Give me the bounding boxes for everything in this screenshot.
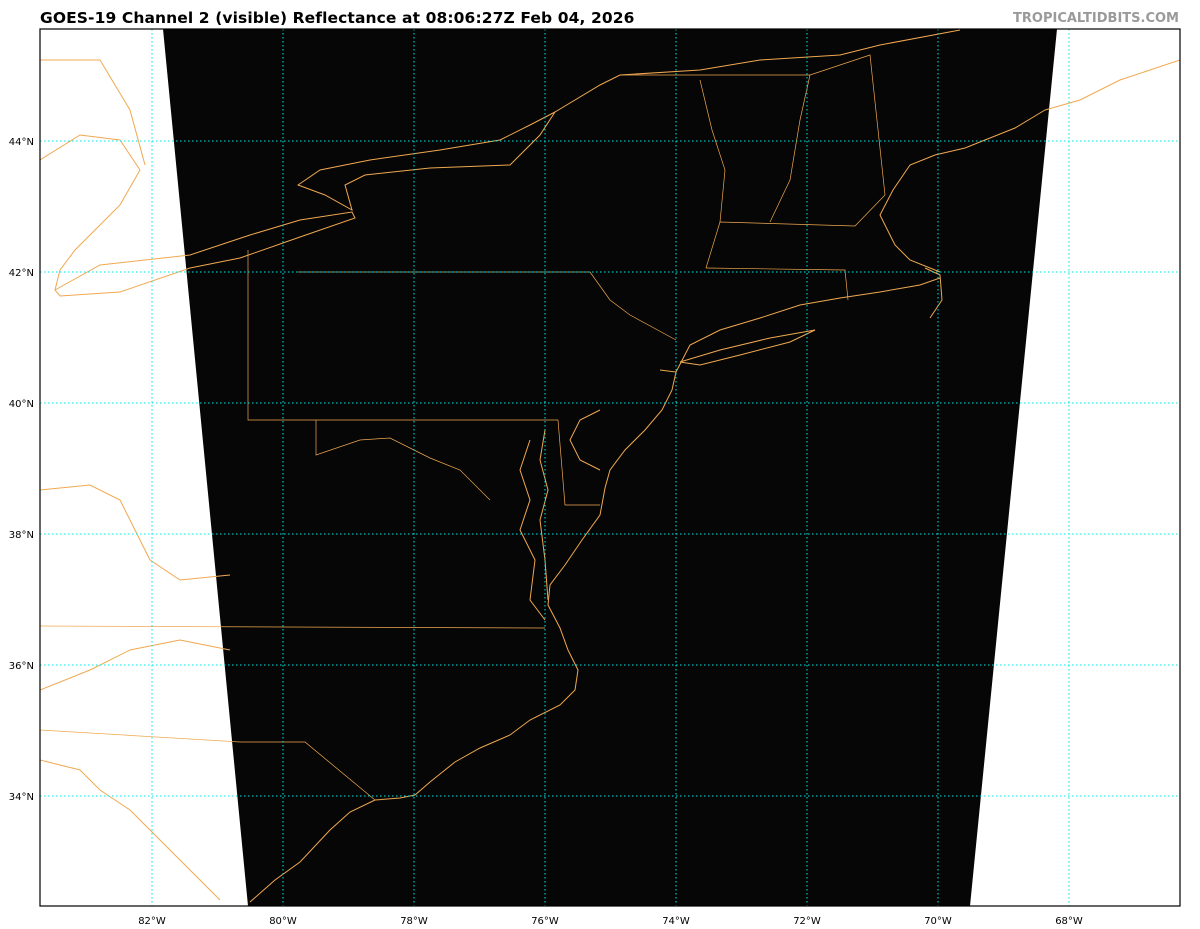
map-frame bbox=[39, 28, 1181, 907]
lon-label: 70°W bbox=[924, 916, 952, 927]
coastlines bbox=[40, 29, 1180, 903]
lon-label: 76°W bbox=[531, 916, 559, 927]
lat-label: 42°N bbox=[9, 268, 34, 279]
lat-label: 34°N bbox=[9, 792, 34, 803]
lat-label: 40°N bbox=[9, 399, 34, 410]
lon-label: 68°W bbox=[1055, 916, 1083, 927]
lon-label: 82°W bbox=[138, 916, 166, 927]
lon-label: 80°W bbox=[269, 916, 297, 927]
lat-label: 38°N bbox=[9, 530, 34, 541]
brand-watermark: TROPICALTIDBITS.COM bbox=[1013, 11, 1179, 26]
lon-label: 72°W bbox=[793, 916, 821, 927]
map-title: GOES-19 Channel 2 (visible) Reflectance … bbox=[40, 9, 635, 27]
lat-label: 36°N bbox=[9, 661, 34, 672]
state-borders bbox=[40, 54, 886, 801]
lon-label: 74°W bbox=[662, 916, 690, 927]
lat-label: 44°N bbox=[9, 137, 34, 148]
lon-label: 78°W bbox=[400, 916, 428, 927]
imagery-swath bbox=[163, 29, 1057, 906]
